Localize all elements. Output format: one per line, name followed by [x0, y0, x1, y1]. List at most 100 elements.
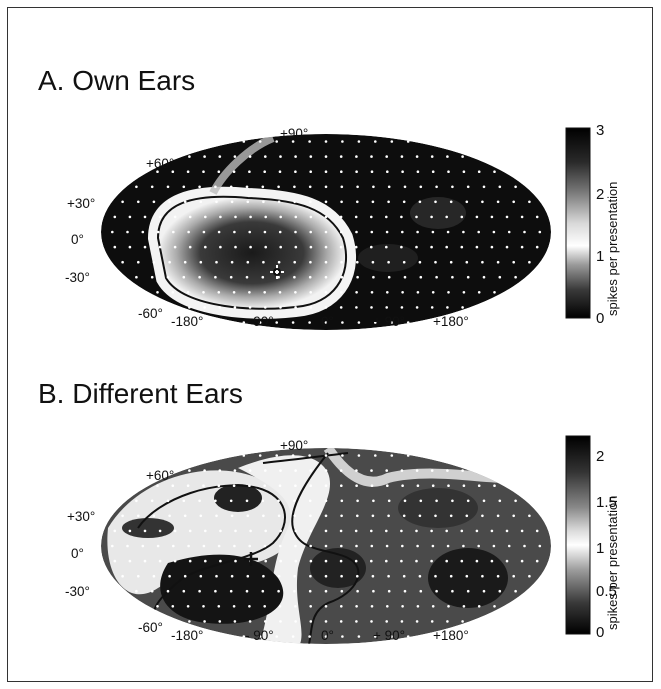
sample-point: [199, 260, 203, 264]
sample-point: [173, 245, 177, 249]
sample-point: [477, 544, 481, 548]
sample-point: [291, 321, 295, 324]
sample-point: [233, 469, 237, 472]
sample-point: [186, 605, 190, 608]
sample-point: [466, 499, 470, 503]
sample-point: [171, 605, 175, 608]
sample-point: [278, 170, 282, 173]
sample-point: [528, 574, 531, 578]
sample-point: [293, 589, 296, 593]
sample-point: [156, 291, 159, 294]
sample-point: [233, 230, 236, 234]
sample-point: [182, 499, 186, 503]
sample-point: [354, 215, 358, 219]
sample-point: [309, 559, 313, 563]
sample-point: [278, 605, 282, 608]
sample-point: [217, 605, 221, 608]
sample-point: [168, 514, 171, 518]
sample-point: [152, 200, 156, 204]
sample-point: [339, 155, 343, 158]
sample-point: [113, 559, 117, 563]
sample-point: [460, 529, 464, 533]
sample-point: [354, 559, 358, 563]
sample-point: [294, 559, 298, 563]
sample-point: [372, 275, 375, 279]
sample-point: [279, 469, 282, 472]
sample-point: [152, 574, 156, 578]
elev-label-minus60: -60°: [138, 306, 163, 321]
sample-point: [171, 291, 175, 294]
sample-point: [446, 230, 450, 234]
sample-point: [355, 170, 358, 173]
sample-point: [309, 469, 313, 472]
sample-point: [449, 574, 453, 578]
sample-point: [261, 589, 265, 593]
sample-point: [400, 529, 403, 533]
sample-point: [465, 514, 469, 518]
sample-point: [339, 215, 343, 219]
sample-point: [264, 215, 268, 219]
sample-point: [233, 306, 237, 309]
sample-point: [324, 230, 328, 234]
sample-point: [245, 589, 249, 593]
sample-point: [445, 529, 449, 533]
sample-point: [430, 245, 433, 249]
sample-point: [198, 499, 201, 503]
sample-point: [340, 589, 344, 593]
sample-point: [341, 321, 344, 324]
sample-point: [535, 559, 539, 563]
sample-point: [431, 544, 435, 548]
sample-point: [262, 200, 265, 204]
sample-point: [219, 529, 222, 533]
sample-point: [374, 140, 377, 143]
sample-point: [324, 514, 328, 518]
sample-point: [490, 529, 494, 533]
sample-point: [340, 260, 343, 264]
sample-point: [186, 170, 190, 173]
sample-point: [507, 544, 511, 548]
sample-point: [291, 140, 295, 143]
elev-label-minus30: -30°: [65, 584, 90, 599]
sample-point: [371, 260, 375, 264]
sample-point: [121, 514, 124, 518]
sample-point: [258, 454, 262, 457]
sample-point: [187, 544, 190, 548]
sample-point: [430, 620, 434, 623]
sample-point: [263, 170, 266, 173]
sample-point: [416, 170, 420, 173]
sample-point: [275, 140, 279, 143]
sample-point: [415, 529, 418, 533]
sample-point: [188, 215, 192, 219]
sample-point: [385, 469, 389, 472]
sample-point: [137, 200, 140, 204]
sample-point: [166, 589, 170, 593]
sample-point: [356, 499, 359, 503]
sample-point: [246, 574, 250, 578]
sample-point: [128, 529, 132, 533]
sample-point: [126, 544, 129, 548]
sample-point: [400, 469, 404, 472]
sample-point: [462, 170, 466, 173]
sample-point: [449, 514, 453, 518]
sample-point: [308, 275, 312, 279]
sample-point: [171, 484, 175, 488]
sample-point: [309, 215, 313, 219]
sample-point: [203, 155, 206, 158]
sample-point: [248, 620, 252, 623]
sample-point: [435, 499, 438, 503]
sample-point: [477, 291, 481, 294]
sample-point: [416, 544, 419, 548]
sample-point: [166, 185, 170, 189]
azim-label-plus180: +180°: [433, 628, 469, 643]
sample-point: [198, 275, 201, 279]
sample-point: [340, 544, 343, 548]
sample-point: [258, 635, 262, 638]
sample-point: [233, 620, 237, 623]
sample-point: [215, 260, 218, 264]
azim-label-plus90: + 90°: [373, 628, 406, 643]
sample-point: [203, 469, 206, 472]
azim-label-0: 0°: [321, 314, 334, 329]
sample-point: [199, 200, 203, 204]
sample-point: [466, 185, 470, 189]
sample-point: [431, 291, 435, 294]
